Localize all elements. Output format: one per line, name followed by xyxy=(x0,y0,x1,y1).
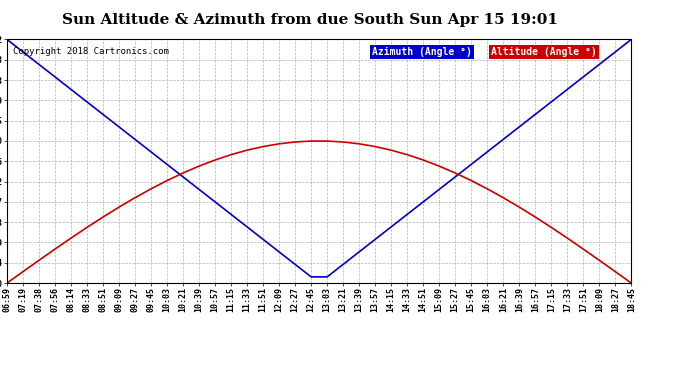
Text: Azimuth (Angle °): Azimuth (Angle °) xyxy=(372,47,472,57)
Text: Sun Altitude & Azimuth from due South Sun Apr 15 19:01: Sun Altitude & Azimuth from due South Su… xyxy=(63,13,558,27)
Text: Altitude (Angle °): Altitude (Angle °) xyxy=(491,47,597,57)
Text: Copyright 2018 Cartronics.com: Copyright 2018 Cartronics.com xyxy=(13,47,169,56)
